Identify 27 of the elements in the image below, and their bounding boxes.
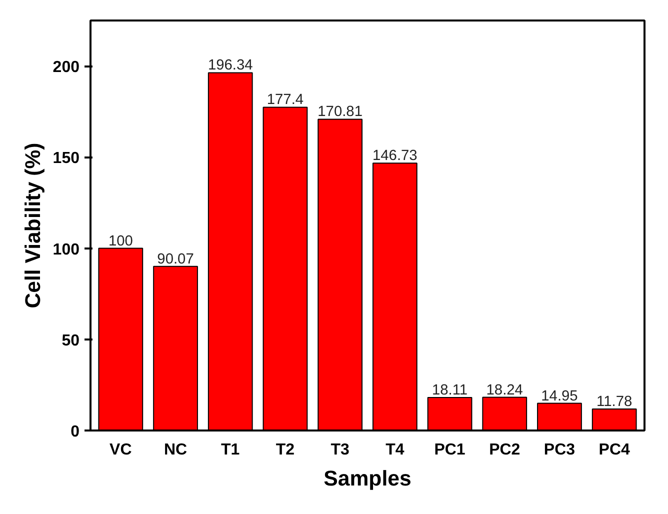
x-tick-label: PC1: [434, 442, 466, 458]
data-label: 11.78: [596, 394, 632, 410]
data-label: 90.07: [157, 251, 194, 268]
x-tick-label: T3: [330, 442, 350, 458]
y-tick-label: 100: [52, 241, 80, 258]
data-label: 177.4: [266, 92, 304, 108]
x-tick-label: VC: [110, 442, 132, 458]
data-label: 146.73: [372, 148, 418, 164]
y-tick-label: 0: [70, 424, 80, 440]
y-tick-label: 50: [62, 332, 80, 350]
data-label: 18.11: [432, 382, 468, 398]
x-tick-label: PC2: [489, 442, 520, 458]
y-tick-label: 150: [52, 150, 80, 168]
x-tick-label: T2: [276, 442, 295, 458]
data-label: 100: [108, 233, 133, 250]
data-label: 170.81: [318, 104, 362, 120]
data-label: 196.34: [208, 58, 253, 74]
x-tick-label: T1: [221, 442, 240, 458]
x-tick-label: PC4: [598, 442, 630, 458]
x-axis-title: Samples: [324, 466, 412, 490]
data-label: 14.95: [541, 388, 578, 404]
y-tick-label: 200: [52, 59, 80, 76]
x-tick-label: PC3: [544, 442, 576, 458]
x-tick-label: NC: [164, 442, 188, 458]
y-axis-title: Cell Viability (%): [20, 142, 45, 308]
x-tick-label: T4: [386, 442, 404, 458]
data-label: 18.24: [486, 382, 523, 398]
